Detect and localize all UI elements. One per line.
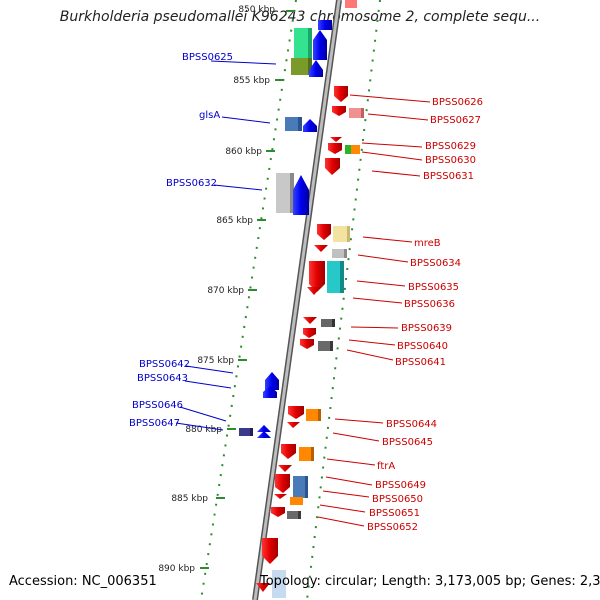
tick-label: 860 kbp: [225, 147, 262, 157]
tick-label: 885 kbp: [171, 494, 208, 504]
leader-line: [175, 422, 224, 431]
gene-bpss0631[interactable]: [325, 158, 340, 175]
leader-line: [332, 432, 380, 442]
leader-line: [357, 254, 409, 263]
label-mreb[interactable]: mreB: [414, 238, 441, 249]
gene-bpss0644-0645[interactable]: [287, 406, 321, 428]
gene-bpss0629-0630[interactable]: [328, 137, 360, 154]
reverse-track-dots: [306, 0, 381, 600]
gene-ftra[interactable]: [281, 444, 314, 461]
label-bpss0634[interactable]: BPSS0634: [410, 258, 461, 269]
label-bpss0646[interactable]: BPSS0646: [132, 400, 183, 411]
tick-label: 890 kbp: [158, 564, 195, 574]
label-bpss0636[interactable]: BPSS0636: [404, 299, 455, 310]
gene-bpss0639[interactable]: [303, 317, 335, 327]
gene-bpss0651-0652[interactable]: [271, 507, 301, 519]
label-bpss0630[interactable]: BPSS0630: [425, 155, 476, 166]
tick-label: 855 kbp: [233, 76, 270, 86]
chromosome-backbone: [252, 0, 342, 600]
tick-label: 850 kbp: [238, 5, 275, 15]
gene-bpss0632[interactable]: [276, 173, 309, 215]
leader-line: [322, 490, 370, 498]
label-bpss0651[interactable]: BPSS0651: [369, 508, 420, 519]
label-bpss0640[interactable]: BPSS0640: [397, 341, 448, 352]
label-bpss0635[interactable]: BPSS0635: [408, 282, 459, 293]
gene-bottom-red[interactable]: [256, 538, 286, 598]
tick-870: 870 kbp: [207, 286, 257, 296]
label-bpss0649[interactable]: BPSS0649: [375, 480, 426, 491]
leader-line: [221, 116, 271, 124]
label-bpss0641[interactable]: BPSS0641: [395, 357, 446, 368]
gene-bpss0634[interactable]: [314, 245, 347, 258]
map-title: Burkholderia pseudomallei K96243 chromos…: [59, 9, 541, 25]
tick-880: 880 kbp: [185, 425, 236, 435]
leader-line: [349, 94, 431, 103]
tick-885: 885 kbp: [171, 494, 225, 504]
label-ftra[interactable]: ftrA: [377, 461, 395, 472]
leader-line: [317, 516, 365, 527]
tick-850: 850 kbp: [238, 5, 295, 15]
label-bpss0650[interactable]: BPSS0650: [372, 494, 423, 505]
leader-line: [356, 280, 406, 287]
gene-top-partial[interactable]: [345, 0, 357, 8]
gene-bpss0635-0636[interactable]: [307, 261, 344, 295]
leader-line: [319, 504, 366, 513]
label-bpss0644[interactable]: BPSS0644: [386, 419, 437, 430]
label-bpss0627[interactable]: BPSS0627: [430, 115, 481, 126]
gene-mreb[interactable]: [317, 224, 350, 242]
label-bpss0639[interactable]: BPSS0639: [401, 323, 452, 334]
tick-label: 870 kbp: [207, 286, 244, 296]
leader-line: [184, 380, 232, 389]
leader-line: [185, 365, 234, 374]
forward-track-dots: [200, 0, 297, 600]
gene-bpss0625[interactable]: [291, 28, 312, 75]
gene-bpss0646-0647[interactable]: [239, 425, 271, 438]
gene-bpss0626[interactable]: [334, 86, 348, 102]
gene-bpss0642-0643[interactable]: [263, 372, 279, 398]
gene-glsa[interactable]: [285, 117, 317, 132]
label-bpss0645[interactable]: BPSS0645: [382, 437, 433, 448]
accession-text: Accession: NC_006351: [9, 574, 157, 589]
label-bpss0625[interactable]: BPSS0625: [182, 52, 233, 63]
tick-855: 855 kbp: [233, 76, 284, 86]
label-bpss0642[interactable]: BPSS0642: [139, 359, 190, 370]
leader-line: [326, 458, 376, 466]
leader-line: [350, 326, 399, 329]
label-glsa[interactable]: glsA: [199, 110, 220, 121]
leader-line: [334, 418, 384, 424]
leader-line: [362, 236, 413, 243]
gene-forward-arrow-a[interactable]: [309, 30, 327, 77]
label-bpss0629[interactable]: BPSS0629: [425, 141, 476, 152]
leader-line: [348, 339, 396, 346]
tick-875: 875 kbp: [197, 356, 247, 366]
tick-label: 865 kbp: [216, 216, 253, 226]
leader-line: [213, 184, 263, 191]
leader-line: [325, 476, 373, 486]
gene-top-small[interactable]: [318, 20, 332, 30]
gene-bpss0627[interactable]: [332, 106, 364, 118]
leader-line: [346, 349, 394, 361]
label-bpss0631[interactable]: BPSS0631: [423, 171, 474, 182]
gene-bpss0640-0641[interactable]: [300, 328, 333, 351]
tick-865: 865 kbp: [216, 216, 266, 226]
leader-line: [367, 113, 429, 121]
tick-860: 860 kbp: [225, 147, 275, 157]
label-bpss0632[interactable]: BPSS0632: [166, 178, 217, 189]
label-bpss0643[interactable]: BPSS0643: [137, 373, 188, 384]
leader-line: [371, 170, 421, 177]
leader-line: [352, 297, 403, 304]
label-bpss0647[interactable]: BPSS0647: [129, 418, 180, 429]
leader-line: [179, 406, 227, 422]
gene-bpss0649-0650[interactable]: [274, 465, 308, 505]
tick-890: 890 kbp: [158, 564, 209, 574]
leader-line: [210, 60, 277, 65]
label-bpss0652[interactable]: BPSS0652: [367, 522, 418, 533]
leader-line: [361, 142, 423, 148]
leader-line: [361, 151, 423, 161]
label-bpss0626[interactable]: BPSS0626: [432, 97, 483, 108]
tick-label: 875 kbp: [197, 356, 234, 366]
tick-label: 880 kbp: [185, 425, 222, 435]
topology-summary: Topology: circular; Length: 3,173,005 bp…: [260, 574, 600, 589]
